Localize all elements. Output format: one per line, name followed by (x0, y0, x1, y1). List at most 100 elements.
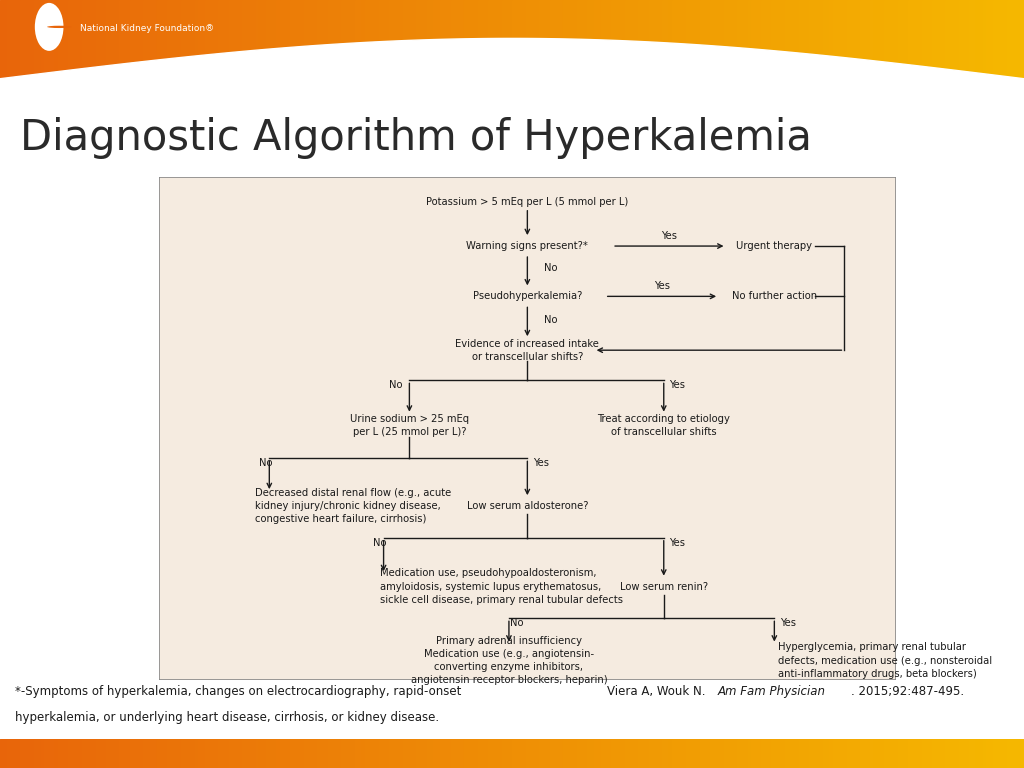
Bar (69, 0, 73, 96)
Bar (451, 739, 455, 768)
Bar (317, 0, 322, 96)
Bar (778, 0, 782, 96)
Bar (382, 739, 387, 768)
Bar (184, 739, 188, 768)
Bar (607, 739, 612, 768)
Bar (13, 739, 18, 768)
Bar (225, 739, 229, 768)
Bar (648, 739, 653, 768)
Bar (273, 739, 278, 768)
Bar (256, 739, 260, 768)
Bar (454, 739, 459, 768)
Bar (673, 0, 677, 96)
Bar (860, 739, 864, 768)
Bar (256, 0, 260, 96)
Bar (51, 0, 55, 96)
Bar (99, 0, 103, 96)
Bar (474, 0, 479, 96)
Bar (410, 0, 414, 96)
Bar (584, 739, 588, 768)
Bar (707, 739, 711, 768)
Bar (778, 739, 782, 768)
Bar (816, 0, 820, 96)
Bar (1007, 0, 1012, 96)
Bar (812, 739, 817, 768)
Bar (402, 0, 408, 96)
Bar (638, 0, 643, 96)
Bar (287, 0, 291, 96)
Bar (959, 739, 964, 768)
Bar (366, 739, 370, 768)
Bar (136, 739, 141, 768)
Bar (884, 739, 889, 768)
Bar (13, 0, 18, 96)
Bar (676, 0, 680, 96)
Bar (679, 0, 684, 96)
Bar (949, 739, 953, 768)
Text: . 2015;92:487-495.: . 2015;92:487-495. (851, 685, 965, 698)
Bar (919, 739, 923, 768)
Bar (17, 739, 22, 768)
Text: No: No (259, 458, 272, 468)
Bar (253, 0, 257, 96)
Bar (955, 739, 961, 768)
Bar (382, 0, 387, 96)
Bar (212, 0, 216, 96)
Bar (833, 739, 838, 768)
Bar (208, 739, 213, 768)
Bar (802, 0, 807, 96)
Bar (34, 0, 39, 96)
Bar (532, 739, 537, 768)
Text: *-Symptoms of hyperkalemia, changes on electrocardiography, rapid-onset: *-Symptoms of hyperkalemia, changes on e… (15, 685, 462, 698)
Bar (290, 0, 295, 96)
Bar (31, 739, 35, 768)
Bar (215, 0, 219, 96)
Bar (372, 739, 377, 768)
Bar (386, 739, 390, 768)
Bar (591, 739, 595, 768)
Bar (914, 0, 920, 96)
Bar (748, 0, 752, 96)
Bar (379, 739, 383, 768)
Text: No further action: No further action (732, 291, 817, 301)
Bar (263, 0, 267, 96)
Bar (499, 739, 503, 768)
Bar (92, 0, 96, 96)
Bar (423, 739, 428, 768)
Bar (236, 739, 240, 768)
Bar (888, 0, 892, 96)
Bar (837, 739, 841, 768)
Bar (768, 0, 772, 96)
Bar (287, 739, 291, 768)
Bar (468, 0, 472, 96)
Bar (693, 0, 697, 96)
Bar (358, 739, 362, 768)
Bar (335, 739, 339, 768)
Bar (566, 739, 571, 768)
Bar (167, 0, 172, 96)
Bar (945, 739, 950, 768)
Bar (522, 739, 526, 768)
Bar (126, 739, 131, 768)
Bar (215, 739, 219, 768)
Bar (198, 739, 203, 768)
Bar (703, 0, 708, 96)
Text: Urine sodium > 25 mEq
per L (25 mmol per L)?: Urine sodium > 25 mEq per L (25 mmol per… (350, 414, 469, 437)
Bar (611, 0, 615, 96)
Bar (263, 739, 267, 768)
Bar (171, 0, 175, 96)
Bar (891, 739, 895, 768)
Bar (929, 739, 933, 768)
Bar (222, 0, 226, 96)
Bar (761, 739, 766, 768)
Bar (177, 739, 182, 768)
Bar (433, 0, 438, 96)
Bar (785, 0, 790, 96)
Bar (898, 0, 902, 96)
Bar (75, 739, 80, 768)
Bar (1000, 739, 1005, 768)
Bar (407, 0, 411, 96)
Bar (79, 739, 83, 768)
Bar (266, 739, 270, 768)
Bar (976, 739, 981, 768)
